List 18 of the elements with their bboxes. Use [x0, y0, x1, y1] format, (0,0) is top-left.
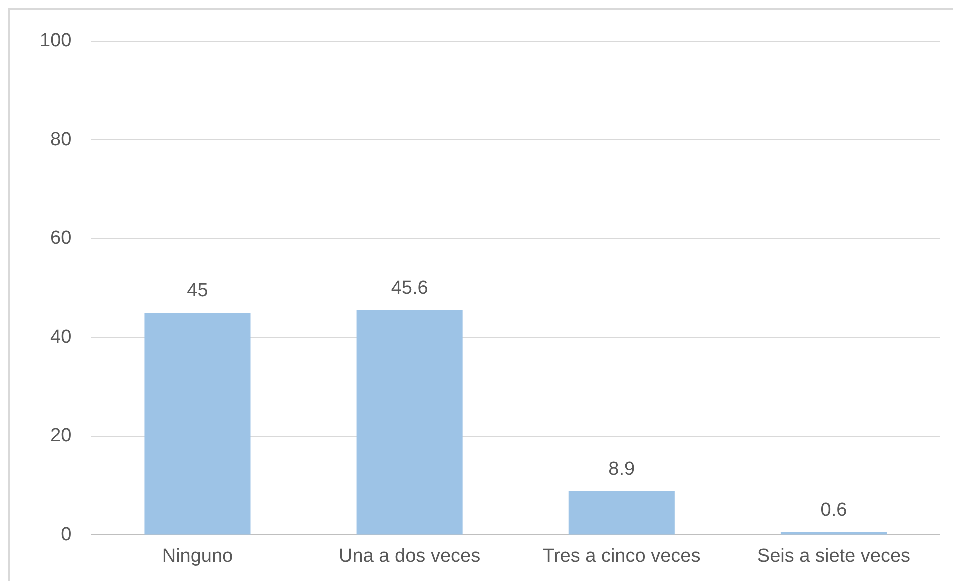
bar: [568, 491, 675, 535]
bar: [144, 312, 251, 535]
data-label: 45: [187, 280, 208, 302]
x-tick-label: Ninguno: [162, 546, 234, 567]
y-tick-label: 80: [50, 129, 72, 150]
bar: [780, 532, 887, 535]
data-label: 0.6: [820, 500, 848, 521]
x-tick-label: Seis a siete veces: [757, 546, 911, 567]
y-tick-label: 40: [50, 326, 72, 348]
bar: [356, 310, 463, 535]
y-tick-label: 20: [50, 426, 72, 447]
data-label: 8.9: [608, 458, 636, 480]
y-tick-label: 60: [50, 228, 72, 250]
x-tick-label: Tres a cinco veces: [543, 546, 701, 567]
y-tick-label: 100: [40, 30, 72, 52]
data-label: 45.6: [391, 278, 428, 299]
x-tick-label: Una a dos veces: [339, 546, 481, 567]
y-tick-label: 0: [61, 524, 72, 546]
